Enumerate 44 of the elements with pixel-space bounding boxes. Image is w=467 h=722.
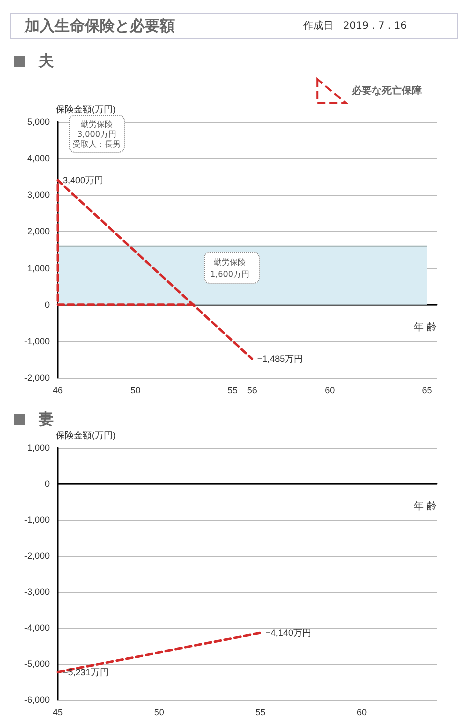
- y-tick-label: 0: [44, 479, 50, 489]
- x-axis-title: 年 齢: [414, 321, 437, 334]
- y-axis-title: 保険金額(万円): [56, 104, 116, 114]
- annotation: 勤労保険: [213, 257, 247, 269]
- x-tick-label: 55: [256, 708, 266, 718]
- y-tick-label: 1,000: [27, 443, 50, 453]
- legend-label: 必要な死亡保障: [351, 85, 422, 97]
- x-tick-label: 50: [130, 386, 141, 396]
- y-tick-label: -1,000: [24, 336, 50, 346]
- y-tick-label: -3,000: [24, 587, 50, 597]
- y-tick-label: 1,000: [27, 263, 50, 274]
- data-label: 3,400万円: [63, 176, 104, 186]
- y-axis-title: 保険金額(万円): [56, 430, 116, 440]
- annotation: 勤労保険: [80, 119, 114, 130]
- annotation: 3,000万円: [76, 129, 118, 140]
- x-tick-label: 60: [325, 386, 336, 396]
- x-tick-label: 65: [422, 386, 432, 396]
- data-label: −1,485万円: [257, 354, 304, 364]
- y-tick-label: -2,000: [24, 551, 50, 561]
- x-axis-title: 年 齢: [414, 500, 437, 512]
- y-tick-label: 2,000: [27, 226, 50, 237]
- chart-title: 妻: [39, 410, 54, 428]
- y-tick-label: 0: [44, 300, 50, 310]
- chart-title: 夫: [39, 52, 54, 70]
- y-tick-label: -2,000: [24, 373, 50, 383]
- y-tick-label: 3,000: [27, 190, 50, 200]
- y-tick-label: 4,000: [27, 154, 50, 164]
- y-tick-label: 5,000: [27, 117, 50, 127]
- text: 加入生命保険と必要額: [25, 16, 176, 36]
- x-tick-label: 56: [247, 386, 258, 396]
- y-tick-label: -6,000: [24, 695, 50, 705]
- x-tick-label: 50: [154, 708, 164, 718]
- x-tick-label: 60: [357, 708, 368, 718]
- y-tick-label: -5,000: [24, 659, 50, 669]
- annotation: 1,600万円: [210, 269, 250, 281]
- x-tick-label: 45: [52, 708, 64, 718]
- y-tick-label: -1,000: [24, 515, 50, 525]
- annotation: 受取人：長男: [72, 139, 122, 151]
- x-tick-label: 55: [228, 386, 238, 396]
- data-label: −4,140万円: [266, 628, 312, 638]
- data-label: −5,231万円: [63, 667, 109, 678]
- text: 作成日 2019 . 7 . 16: [303, 20, 407, 33]
- y-tick-label: -4,000: [24, 623, 50, 633]
- x-tick-label: 46: [52, 386, 64, 396]
